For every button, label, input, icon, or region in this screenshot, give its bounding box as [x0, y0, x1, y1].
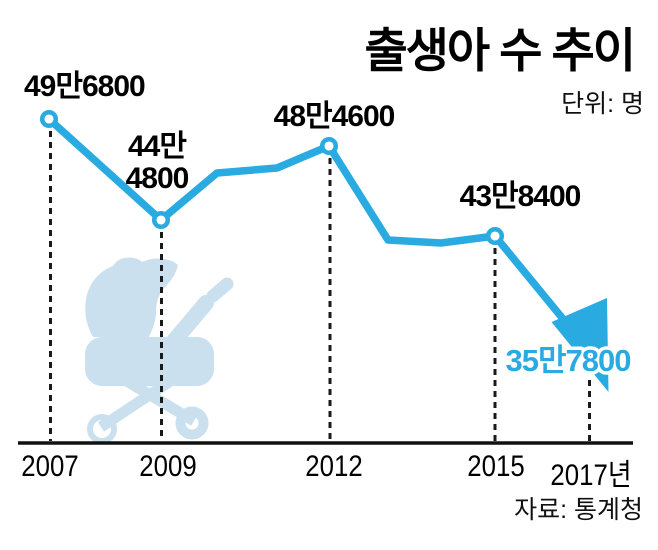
data-point-2015 — [485, 226, 505, 246]
value-label-2009-line2: 4800 — [125, 161, 190, 195]
value-label-2012: 48만4600 — [273, 100, 396, 133]
x-tick-2017: 2017년 — [550, 459, 632, 492]
x-tick-2012: 2012 — [305, 450, 363, 483]
stroller-wheel-right — [175, 406, 209, 440]
down-right-arrow-icon — [551, 298, 609, 392]
data-point-2012 — [319, 136, 339, 156]
source-label: 자료: 통계청 — [514, 496, 643, 524]
stroller-wheel-left — [87, 414, 117, 444]
x-tick-2007: 2007 — [21, 450, 79, 483]
value-label-2015: 43만8400 — [459, 180, 582, 213]
baby-stroller-icon — [85, 257, 234, 444]
guide-lines — [49, 131, 591, 441]
data-point-2007 — [39, 109, 59, 129]
x-tick-2009: 2009 — [139, 450, 197, 483]
chart-title: 출생아 수 추이 — [364, 24, 636, 77]
stroller-hood — [85, 257, 178, 337]
value-label-2007: 49만6800 — [24, 70, 146, 103]
stroller-body — [85, 337, 214, 386]
data-point-markers — [39, 109, 505, 246]
data-point-2009 — [151, 210, 171, 230]
stroller-handle — [166, 295, 214, 349]
value-label-2009: 44만 4800 — [125, 130, 190, 195]
x-tick-2015: 2015 — [467, 450, 525, 483]
value-label-2017: 35만7800 — [506, 343, 631, 378]
stroller-handle-grip — [206, 277, 234, 303]
unit-label: 단위: 명 — [561, 90, 644, 118]
value-label-2009-line1: 44만 — [128, 130, 187, 163]
